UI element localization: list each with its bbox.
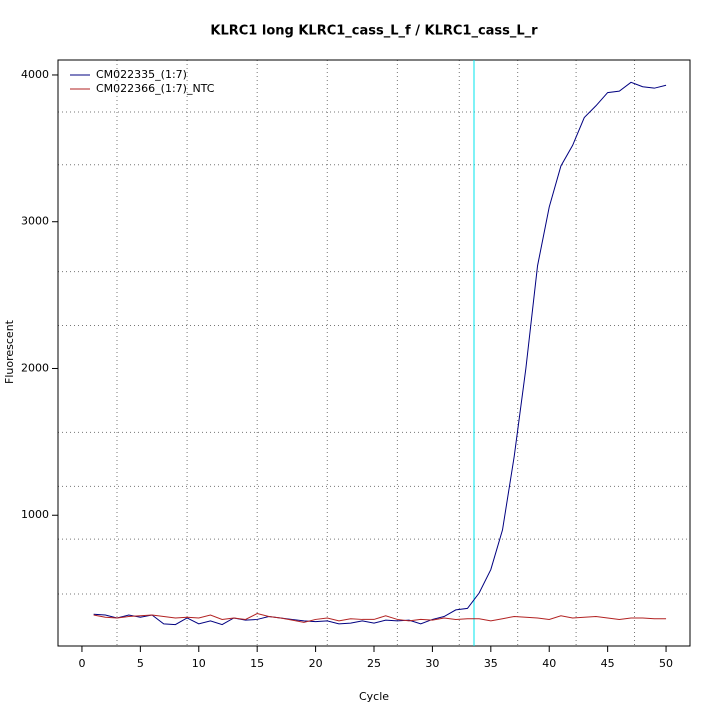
- y-tick-label: 1000: [21, 508, 49, 521]
- x-tick-label: 25: [367, 657, 381, 670]
- x-tick-label: 30: [425, 657, 439, 670]
- legend-label: CM022335_(1:7): [96, 68, 187, 81]
- x-tick-label: 5: [137, 657, 144, 670]
- data-line: [93, 613, 667, 623]
- x-tick-label: 10: [192, 657, 206, 670]
- chart-title: KLRC1 long KLRC1_cass_L_f / KLRC1_cass_L…: [210, 24, 538, 39]
- x-tick-label: 15: [250, 657, 264, 670]
- y-tick-label: 2000: [21, 361, 49, 374]
- x-tick-label: 40: [542, 657, 556, 670]
- x-tick-label: 50: [659, 657, 673, 670]
- x-tick-label: 45: [601, 657, 615, 670]
- y-axis-label: Fluorescent: [3, 319, 16, 384]
- legend-label: CM022366_(1:7)_NTC: [96, 82, 215, 95]
- y-tick-label: 3000: [21, 215, 49, 228]
- x-axis-label: Cycle: [359, 690, 389, 703]
- y-tick-label: 4000: [21, 68, 49, 81]
- data-line: [93, 81, 667, 626]
- x-tick-label: 0: [78, 657, 85, 670]
- x-tick-label: 35: [484, 657, 498, 670]
- x-tick-label: 20: [309, 657, 323, 670]
